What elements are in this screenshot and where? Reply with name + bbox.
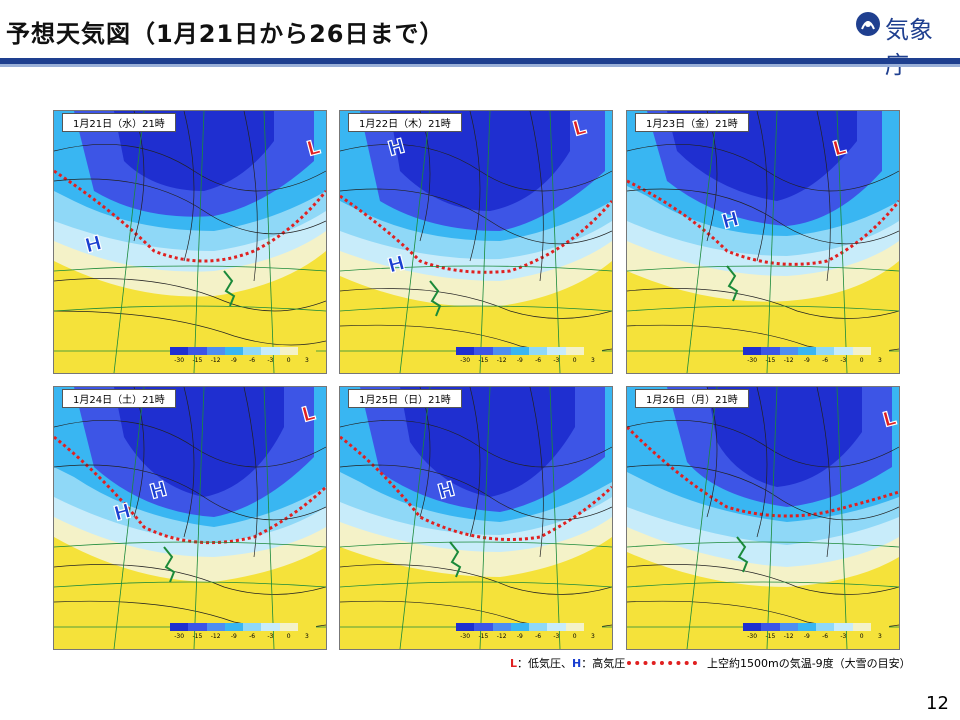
colorbar-tick: -15	[765, 357, 776, 364]
colorbar-tick: -3	[840, 357, 847, 364]
forecast-map-4: H H L 1月24日（土）21時 -30 -15 -12 -9 -6 -3 0 3	[53, 386, 327, 650]
forecast-map-6: L 1月26日（月）21時 -30 -15 -12 -9 -6 -3 0 3	[626, 386, 900, 650]
colorbar-tick: -15	[192, 357, 203, 364]
svg-text:H: H	[435, 476, 457, 504]
colorbar-tick: 0	[286, 633, 291, 640]
svg-text:H: H	[385, 250, 407, 278]
map-time-label: 1月26日（月）21時	[635, 389, 749, 408]
colorbar-tick: 0	[572, 357, 577, 364]
high-pressure-symbol: H	[572, 657, 582, 670]
colorbar-tick: -6	[249, 633, 256, 640]
colorbar-tick: -3	[553, 357, 560, 364]
colorbar-tick: 3	[590, 357, 595, 364]
map-canvas: L	[627, 387, 899, 649]
low-pressure-symbol: L	[510, 657, 518, 670]
colorbar-tick: -12	[496, 357, 507, 364]
colorbar-tick: -12	[210, 633, 221, 640]
svg-text:H: H	[111, 498, 133, 526]
pressure-legend: L：低気圧、H：高気圧	[510, 655, 625, 671]
svg-text:H: H	[147, 476, 169, 504]
snow-threshold-legend-text: 上空約1500mの気温-9度（大雪の目安）	[707, 657, 911, 670]
colorbar-tick: -30	[174, 633, 185, 640]
colorbar-tick: -9	[516, 633, 523, 640]
colorbar-tick: -9	[230, 357, 237, 364]
colorbar-tick: -12	[210, 357, 221, 364]
colorbar-tick: -9	[516, 357, 523, 364]
map-canvas: H H L	[54, 387, 326, 649]
svg-text:H: H	[385, 133, 407, 161]
jma-logo: 気象庁	[855, 8, 955, 79]
map-time-label: 1月22日（木）21時	[348, 113, 462, 132]
logo-text: 気象庁	[885, 16, 933, 79]
colorbar-tick: -6	[822, 633, 829, 640]
colorbar-tick: -6	[535, 633, 542, 640]
forecast-map-1: H L 1月21日（水）21時 -30 -15 -12 -9 -6 -3 0 3	[53, 110, 327, 374]
colorbar-tick: -30	[174, 357, 185, 364]
map-time-label: 1月25日（日）21時	[348, 389, 462, 408]
svg-text:H: H	[719, 206, 741, 234]
colorbar-tick: 3	[877, 633, 882, 640]
svg-text:H: H	[82, 230, 104, 258]
colorbar-tick: -9	[803, 357, 810, 364]
temperature-colorbar: -30 -15 -12 -9 -6 -3 0 3	[170, 347, 320, 369]
high-pressure-text: ：高気圧	[581, 657, 626, 670]
colorbar-tick: -12	[783, 633, 794, 640]
colorbar-tick: 3	[304, 357, 309, 364]
colorbar-tick: 0	[859, 357, 864, 364]
colorbar-tick: 3	[590, 633, 595, 640]
colorbar-tick: 0	[859, 633, 864, 640]
colorbar-tick: -30	[460, 357, 471, 364]
colorbar-tick: -30	[460, 633, 471, 640]
colorbar-tick: -3	[553, 633, 560, 640]
map-canvas: H	[340, 387, 612, 649]
page-title: 予想天気図（1月21日から26日まで）	[6, 20, 445, 48]
snow-threshold-line-swatch	[627, 661, 697, 665]
colorbar-tick: -3	[840, 633, 847, 640]
colorbar-tick: -30	[747, 633, 758, 640]
map-time-label: 1月21日（水）21時	[62, 113, 176, 132]
colorbar-tick: -12	[496, 633, 507, 640]
colorbar-tick: -6	[822, 357, 829, 364]
colorbar-tick: 3	[877, 357, 882, 364]
map-time-label: 1月23日（金）21時	[635, 113, 749, 132]
header-divider-shadow	[0, 64, 960, 67]
map-canvas: H H L	[340, 111, 612, 373]
temperature-colorbar: -30 -15 -12 -9 -6 -3 0 3	[456, 347, 606, 369]
colorbar-tick: 0	[572, 633, 577, 640]
colorbar-tick: -9	[803, 633, 810, 640]
map-canvas: H L	[627, 111, 899, 373]
colorbar-tick: -15	[478, 633, 489, 640]
forecast-map-3: H L 1月23日（金）21時 -30 -15 -12 -9 -6 -3 0 3	[626, 110, 900, 374]
page-number: 12	[926, 693, 949, 714]
colorbar-tick: 0	[286, 357, 291, 364]
forecast-map-2: H H L 1月22日（木）21時 -30 -15 -12 -9 -6 -3 0 3	[339, 110, 613, 374]
forecast-map-5: H 1月25日（日）21時 -30 -15 -12 -9 -6 -3 0 3	[339, 386, 613, 650]
colorbar-tick: -3	[267, 633, 274, 640]
colorbar-tick: -15	[765, 633, 776, 640]
colorbar-tick: -12	[783, 357, 794, 364]
colorbar-tick: -6	[249, 357, 256, 364]
temperature-colorbar: -30 -15 -12 -9 -6 -3 0 3	[743, 347, 893, 369]
colorbar-tick: 3	[304, 633, 309, 640]
colorbar-tick: -6	[535, 357, 542, 364]
colorbar-tick: -9	[230, 633, 237, 640]
map-time-label: 1月24日（土）21時	[62, 389, 176, 408]
colorbar-tick: -30	[747, 357, 758, 364]
header-divider	[0, 58, 960, 64]
colorbar-tick: -3	[267, 357, 274, 364]
temperature-colorbar: -30 -15 -12 -9 -6 -3 0 3	[456, 623, 606, 645]
colorbar-tick: -15	[192, 633, 203, 640]
temperature-colorbar: -30 -15 -12 -9 -6 -3 0 3	[170, 623, 320, 645]
map-canvas: H L	[54, 111, 326, 373]
low-pressure-text: ：低気圧、	[517, 657, 573, 670]
temperature-colorbar: -30 -15 -12 -9 -6 -3 0 3	[743, 623, 893, 645]
colorbar-tick: -15	[478, 357, 489, 364]
jma-emblem-icon	[856, 12, 880, 36]
